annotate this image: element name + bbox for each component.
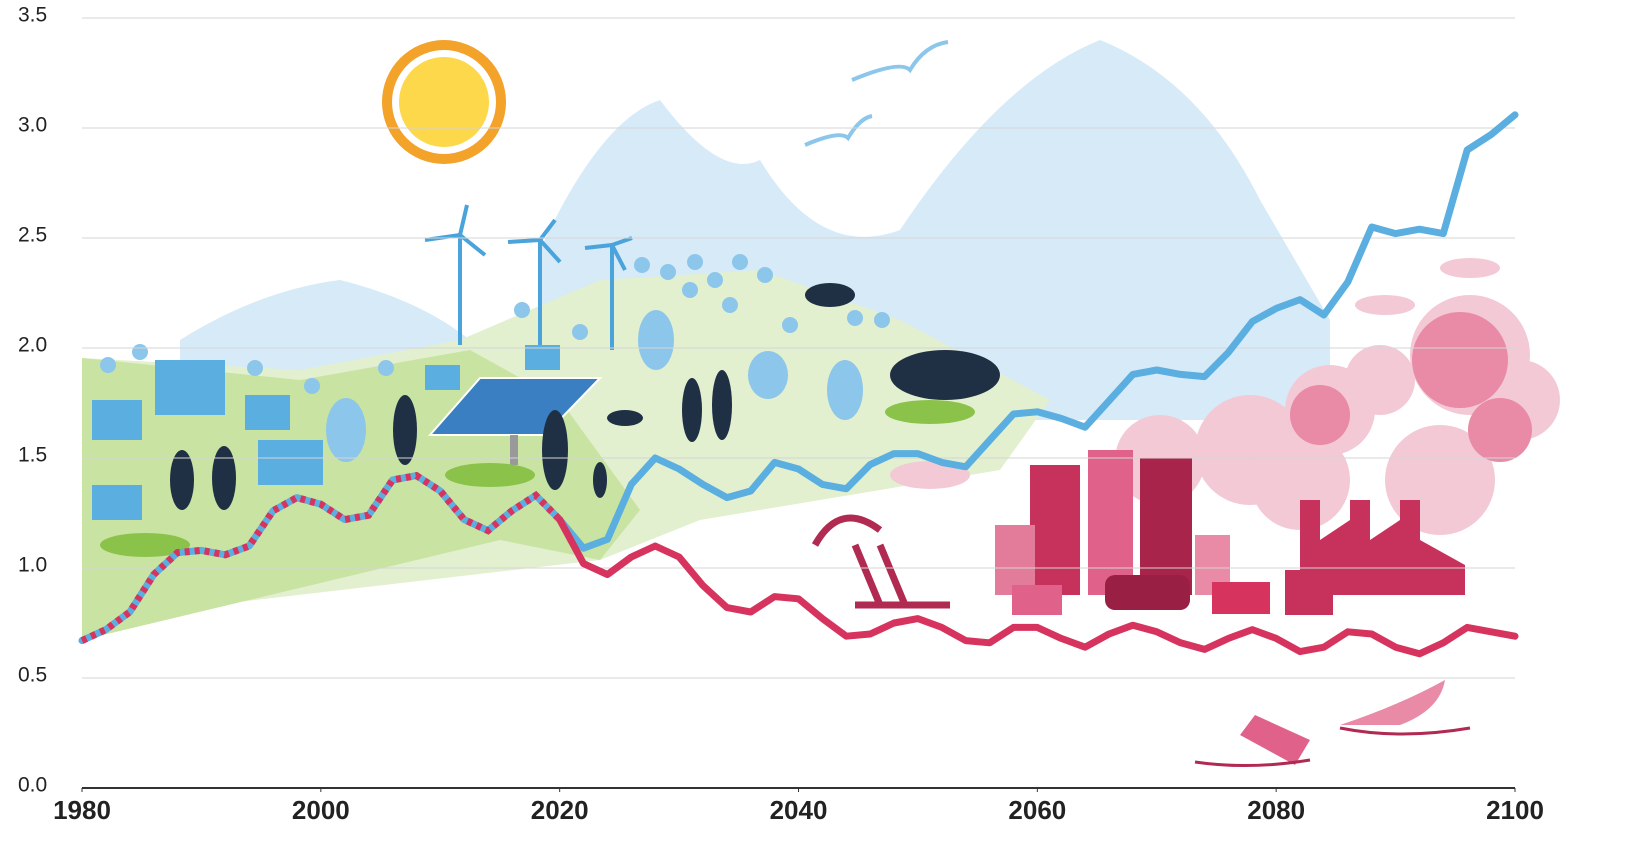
x-tick-label: 2040 [770,795,828,825]
y-tick-label: 1.0 [18,554,47,577]
y-tick-label: 3.5 [18,4,47,27]
water [1194,726,1471,768]
x-tick-label: 2100 [1486,795,1544,825]
x-tick-label: 2060 [1008,795,1066,825]
series-line-stripe [80,471,563,644]
trees [100,254,890,462]
x-tick-label: 2080 [1247,795,1305,825]
bird [804,114,873,147]
silhouettes [170,283,1000,510]
x-tick-label: 1980 [53,795,111,825]
y-tick-label: 0.5 [18,664,47,687]
solar-stand [510,435,518,465]
series-line [556,111,1519,552]
y-tick-label: 0.0 [18,774,47,797]
x-tick-label: 2020 [531,795,589,825]
bird [851,40,949,82]
y-tick-label: 2.5 [18,224,47,247]
lines [78,111,1519,658]
x-tick-label: 2000 [292,795,350,825]
industry [995,450,1465,765]
bush [445,463,535,487]
illustration [82,40,1560,768]
sun [399,57,489,147]
series-line [556,516,1519,658]
y-tick-label: 1.5 [18,444,47,467]
oil-pump [811,514,950,609]
houses [92,345,560,520]
axes: 0.0 0.5 1.0 1.5 2.0 2.5 3.0 3.5 1980 2000 2020 2040… [18,4,1544,825]
bush [885,400,975,424]
bush [100,533,190,557]
y-tick-label: 2.0 [18,334,47,357]
y-tick-label: 3.0 [18,114,47,137]
smoke-dark [1290,312,1532,462]
